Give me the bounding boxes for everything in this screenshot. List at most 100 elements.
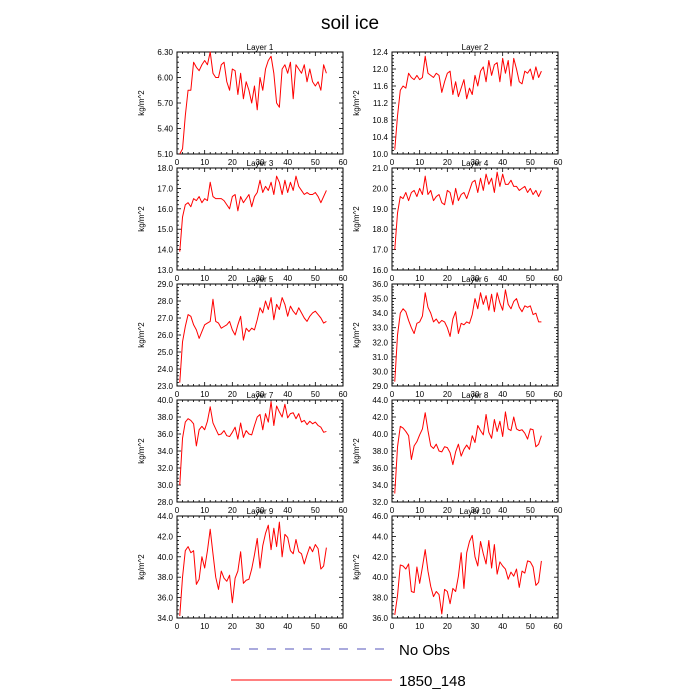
y-tick-label: 26.0 <box>157 331 173 340</box>
panel-10: Layer 10 0 10 20 30 40 50 60 36.0 38.0 40.0 42.0 44.… <box>352 507 563 631</box>
x-tick-label: 50 <box>526 274 535 283</box>
x-tick-label: 0 <box>175 390 180 399</box>
x-tick-label: 60 <box>554 506 563 515</box>
x-tick-label: 0 <box>175 506 180 515</box>
panels: Layer 10 10 20 30 40 50 605.105.405.706.006.30… <box>137 43 563 631</box>
panel-title: Layer 8 <box>462 391 489 400</box>
x-tick-label: 10 <box>200 622 209 631</box>
y-tick-label: 36.0 <box>157 594 173 603</box>
x-tick-label: 30 <box>471 274 480 283</box>
y-tick-label: 29.0 <box>157 280 173 289</box>
x-tick-label: 60 <box>554 622 563 631</box>
panel-1: Layer 1 0 10 20 30 40 50 60 5.10 5.40 5.70 6.00 6.30… <box>137 43 348 167</box>
y-tick-label: 6.30 <box>157 48 173 57</box>
y-tick-label: 17.0 <box>157 184 173 193</box>
y-tick-label: 10.4 <box>372 133 388 142</box>
x-tick-label: 0 <box>390 506 395 515</box>
y-tick-label: 32.0 <box>372 338 388 347</box>
panel-title: Layer 1 <box>247 43 274 52</box>
y-tick-label: 42.0 <box>372 413 388 422</box>
y-tick-label: 13.0 <box>157 266 173 275</box>
y-tick-label: 30.0 <box>372 367 388 376</box>
y-tick-label: 29.0 <box>372 382 388 391</box>
x-tick-label: 20 <box>443 390 452 399</box>
x-tick-label: 10 <box>200 390 209 399</box>
y-tick-label: 15.0 <box>157 225 173 234</box>
x-tick-label: 20 <box>228 158 237 167</box>
x-tick-label: 20 <box>228 622 237 631</box>
y-tick-label: 40.0 <box>157 396 173 405</box>
x-tick-label: 40 <box>498 158 507 167</box>
x-tick-label: 10 <box>200 274 209 283</box>
x-tick-label: 50 <box>526 622 535 631</box>
x-tick-label: 20 <box>228 506 237 515</box>
x-tick-label: 40 <box>498 622 507 631</box>
x-tick-label: 30 <box>471 390 480 399</box>
y-tick-label: 38.0 <box>372 594 388 603</box>
y-tick-label: 11.2 <box>373 99 389 108</box>
y-tick-label: 14.0 <box>157 246 173 255</box>
series-line-1 <box>179 51 327 155</box>
x-tick-label: 0 <box>390 274 395 283</box>
x-tick-label: 50 <box>311 390 320 399</box>
y-tick-label: 28.0 <box>157 297 173 306</box>
panel-8: Layer 8 0 10 20 30 40 50 60 32.0 34.0 36.0 38.0 40.0… <box>352 391 563 515</box>
x-tick-label: 30 <box>471 158 480 167</box>
panel-9: Layer 9 0 10 20 30 40 50 60 34.0 36.0 38.0 40.0 42.0… <box>137 507 348 631</box>
x-tick-label: 30 <box>256 622 265 631</box>
x-tick-label: 60 <box>554 274 563 283</box>
x-tick-label: 60 <box>554 390 563 399</box>
y-tick-label: 42.0 <box>372 553 388 562</box>
y-tick-label: 16.0 <box>372 266 388 275</box>
y-tick-label: 5.70 <box>157 99 173 108</box>
panel-4: Layer 4 0 10 20 30 40 50 60 16.0 17.0 18.0 19.0 20.0… <box>352 159 563 283</box>
x-tick-label: 0 <box>175 158 180 167</box>
panel-2: Layer 2 0 10 20 30 40 50 60 10.0 10.4 10.8 11.2 11.6… <box>352 43 563 167</box>
panel-title: Layer 2 <box>462 43 489 52</box>
panel-title: Layer 5 <box>247 275 274 284</box>
panel-title: Layer 4 <box>462 159 489 168</box>
y-tick-label: 32.0 <box>372 498 388 507</box>
x-tick-label: 50 <box>311 506 320 515</box>
x-tick-label: 40 <box>283 506 292 515</box>
x-tick-label: 0 <box>175 622 180 631</box>
y-tick-label: 5.40 <box>157 125 173 134</box>
y-tick-label: 23.0 <box>157 382 173 391</box>
x-tick-label: 50 <box>311 622 320 631</box>
series-line-1 <box>179 401 327 486</box>
y-tick-label: 38.0 <box>157 573 173 582</box>
y-tick-label: 20.0 <box>372 184 388 193</box>
x-tick-label: 10 <box>415 158 424 167</box>
x-tick-label: 60 <box>554 158 563 167</box>
y-axis-label: kg/m^2 <box>352 90 361 116</box>
y-tick-label: 18.0 <box>157 164 173 173</box>
series-line-1 <box>394 171 542 250</box>
y-axis-label: kg/m^2 <box>137 206 146 232</box>
series-line-1 <box>394 55 542 150</box>
y-tick-label: 30.0 <box>157 481 173 490</box>
y-axis-label: kg/m^2 <box>137 438 146 464</box>
x-tick-label: 40 <box>283 390 292 399</box>
y-tick-label: 36.0 <box>372 614 388 623</box>
series-line-1 <box>394 289 542 382</box>
panel-6: Layer 6 0 10 20 30 40 50 60 29.0 30.0 31.0 32.0 33.0… <box>352 275 563 399</box>
x-tick-label: 30 <box>256 274 265 283</box>
x-tick-label: 20 <box>443 622 452 631</box>
x-tick-label: 30 <box>471 506 480 515</box>
y-axis-label: kg/m^2 <box>352 438 361 464</box>
y-axis-label: kg/m^2 <box>137 322 146 348</box>
x-tick-label: 60 <box>339 506 348 515</box>
x-tick-label: 30 <box>471 622 480 631</box>
y-tick-label: 34.0 <box>157 614 173 623</box>
y-tick-label: 25.0 <box>157 348 173 357</box>
x-tick-label: 40 <box>498 506 507 515</box>
panel-3: Layer 3 0 10 20 30 40 50 60 13.0 14.0 15.0 16.0 17.0… <box>137 159 348 283</box>
x-tick-label: 30 <box>256 390 265 399</box>
y-tick-label: 42.0 <box>157 532 173 541</box>
y-tick-label: 36.0 <box>372 464 388 473</box>
panel-5: Layer 5 0 10 20 30 40 50 60 23.0 24.0 25.0 26.0 27.0… <box>137 275 348 399</box>
y-tick-label: 35.0 <box>372 295 388 304</box>
x-tick-label: 20 <box>443 158 452 167</box>
y-tick-label: 44.0 <box>372 532 388 541</box>
x-tick-label: 10 <box>200 158 209 167</box>
